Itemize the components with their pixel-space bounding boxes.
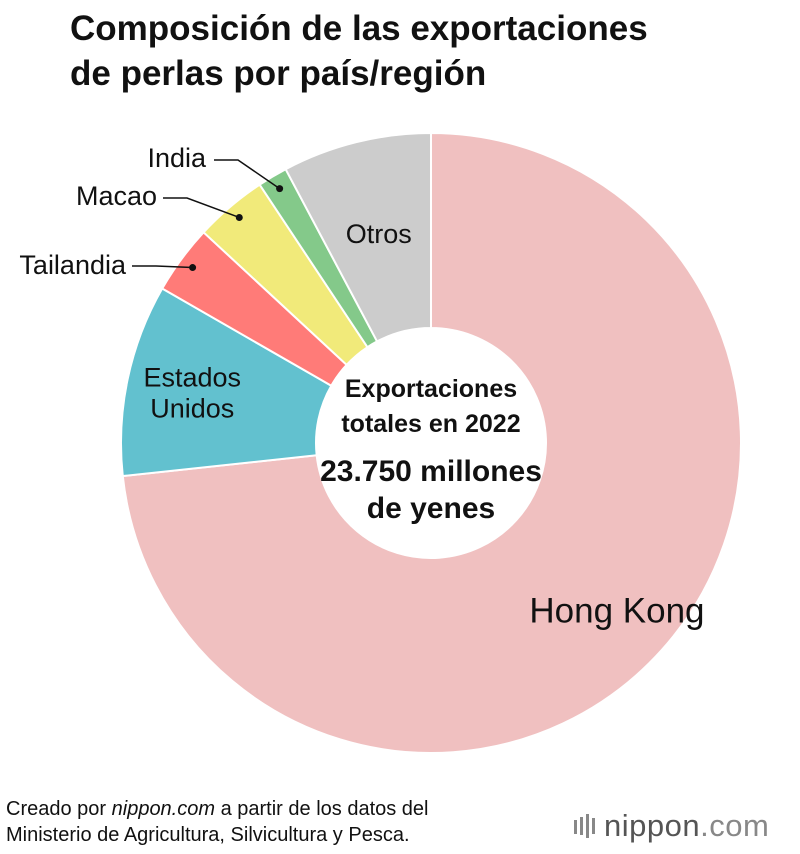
label-otros: Otros: [346, 219, 412, 249]
leader-tailandia: [132, 265, 193, 269]
leader-dot-macao: [235, 213, 243, 221]
title-line-2: de perlas por país/región: [70, 54, 487, 93]
slice-hong-kong: [121, 131, 742, 754]
donut-slices: [120, 131, 742, 754]
label-tailandia: Tailandia: [19, 250, 127, 280]
slice-labels: Hong Kong Estados Unidos Tailandia Macao Indi…: [19, 143, 704, 630]
slice-otros: [284, 131, 432, 343]
logo-word: nippon: [604, 808, 701, 843]
title-line-1: Composición de las exportaciones: [70, 9, 648, 48]
slice-estados-unidos: [120, 287, 333, 478]
chart-title: Composición de las exportaciones de perl…: [70, 6, 790, 96]
label-macao: Macao: [76, 181, 157, 211]
center-label: Exportaciones totales en 2022 23.750 millo…: [320, 375, 542, 525]
source-line-2: Ministerio de Agricultura, Silvicultura …: [6, 824, 410, 846]
logo-tld: .com: [700, 808, 770, 843]
center-value-line-1: 23.750 millones: [320, 455, 542, 488]
nippon-logo: nippon.com: [574, 808, 769, 844]
label-india: India: [147, 143, 207, 173]
source-line-1: Creado por nippon.com a partir de los da…: [6, 798, 429, 820]
center-line-2: totales en 2022: [341, 410, 520, 438]
label-hong-kong: Hong Kong: [529, 591, 704, 630]
leader-dot-india: [276, 185, 284, 193]
logo-bars-icon: [574, 814, 595, 838]
leader-india: [214, 159, 281, 190]
center-line-1: Exportaciones: [345, 375, 517, 403]
source-note: Creado por nippon.com a partir de los da…: [6, 796, 429, 848]
leader-macao: [163, 197, 240, 219]
leader-dot-tailandia: [189, 264, 197, 272]
label-estados-unidos: Estados Unidos: [143, 363, 241, 424]
center-value-line-2: de yenes: [367, 492, 495, 525]
source-site: nippon.com: [111, 798, 216, 820]
